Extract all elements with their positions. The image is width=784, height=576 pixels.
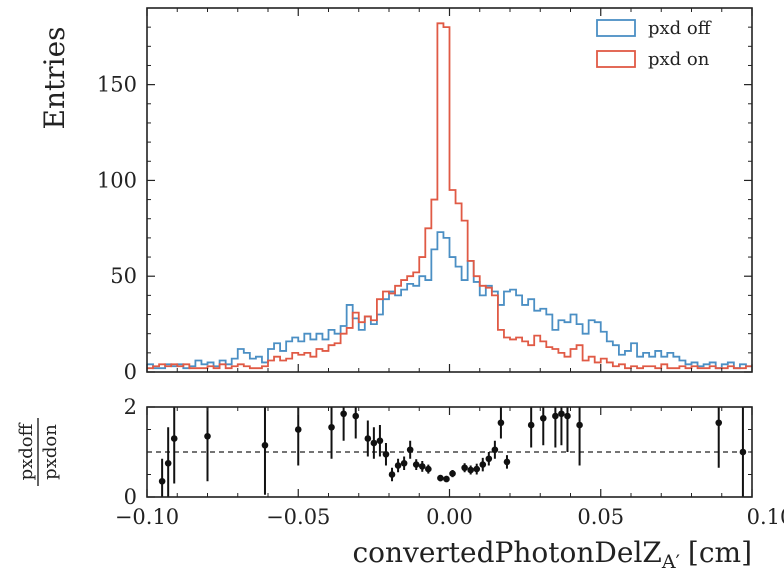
main-y-axis-label: Entries — [38, 26, 71, 129]
ratio-point — [558, 410, 565, 418]
legend-label-pxd-off: pxd off — [648, 18, 712, 39]
ratio-point — [715, 419, 723, 427]
ratio-point — [539, 414, 547, 422]
ratio-point — [294, 426, 302, 433]
ratio-plot-area — [147, 407, 752, 497]
ratio-point — [527, 421, 535, 429]
legend-swatch-pxd-off — [596, 19, 636, 37]
x-axis-label-subscript: A′ — [661, 551, 680, 573]
x-tick-label: −0.10 — [115, 505, 179, 529]
ratio-point — [352, 412, 360, 420]
ratio-point — [503, 458, 511, 466]
ratio-point — [370, 439, 378, 447]
ratio-point — [376, 437, 384, 445]
ratio-point — [479, 461, 487, 468]
ratio-y-tick-label: 0 — [124, 485, 137, 509]
ratio-point — [564, 412, 571, 420]
ratio-point — [394, 462, 402, 469]
main-y-tick-label: 0 — [124, 360, 137, 384]
ratio-point — [364, 435, 372, 442]
ratio-point — [461, 464, 468, 472]
ratio-point — [204, 432, 211, 440]
ratio-point — [164, 459, 172, 467]
ratio-y-axis-label: pxdoff pxdon — [16, 418, 61, 486]
main-plot-area — [147, 22, 752, 370]
ratio-point — [412, 461, 420, 468]
ratio-point — [449, 470, 456, 477]
ratio-point — [328, 423, 335, 431]
main-y-tick-label: 50 — [110, 264, 137, 288]
ratio-y-label-denominator: pxdon — [40, 424, 61, 480]
x-axis-label-unit: [cm] — [688, 536, 752, 569]
x-axis: −0.10 −0.05 0.00 0.05 0.10 — [115, 407, 784, 529]
ratio-y-axis: 02 — [124, 395, 752, 509]
ratio-point — [443, 475, 450, 483]
ratio-point — [437, 474, 444, 482]
ratio-point — [485, 455, 493, 463]
histogram-pxd-on — [147, 22, 752, 370]
x-tick-label: 0.05 — [577, 505, 624, 529]
ratio-point — [473, 465, 481, 473]
ratio-point — [388, 471, 396, 478]
ratio-point — [552, 412, 559, 420]
x-tick-label: −0.05 — [266, 505, 330, 529]
ratio-point — [467, 466, 474, 474]
main-y-tick-label: 100 — [97, 168, 137, 192]
ratio-point — [261, 441, 269, 449]
histogram-pxd-off — [147, 231, 752, 370]
x-tick-label: 0.10 — [747, 505, 784, 529]
ratio-point — [382, 450, 390, 458]
ratio-y-label-numerator: pxdoff — [16, 422, 37, 480]
ratio-point — [418, 463, 426, 470]
ratio-point — [158, 477, 166, 485]
ratio-point — [170, 435, 178, 442]
legend: pxd off pxd on — [596, 18, 712, 70]
ratio-point — [400, 459, 408, 467]
x-axis-label: convertedPhotonDelZA′ [cm] — [352, 536, 752, 573]
ratio-point — [406, 446, 414, 454]
legend-label-pxd-on: pxd on — [648, 49, 710, 70]
ratio-panel: 02 −0.10−0.050.000.050.10 pxdoff pxdon c… — [16, 395, 784, 573]
ratio-y-tick-label: 2 — [124, 395, 137, 419]
ratio-point — [576, 421, 583, 429]
main-panel: 0 50 100 150 Entries pxd off pxd on — [38, 7, 753, 384]
main-y-axis: 0 50 100 150 — [97, 8, 753, 384]
legend-swatch-pxd-on — [596, 50, 636, 68]
ratio-point — [340, 410, 347, 418]
x-tick-label: 0.00 — [426, 505, 473, 529]
ratio-point — [491, 446, 499, 454]
ratio-point — [425, 465, 432, 473]
ratio-point — [739, 448, 747, 456]
ratio-point — [497, 419, 505, 427]
main-y-tick-label: 150 — [97, 73, 137, 97]
x-axis-label-main: convertedPhotonDelZ — [352, 536, 661, 569]
